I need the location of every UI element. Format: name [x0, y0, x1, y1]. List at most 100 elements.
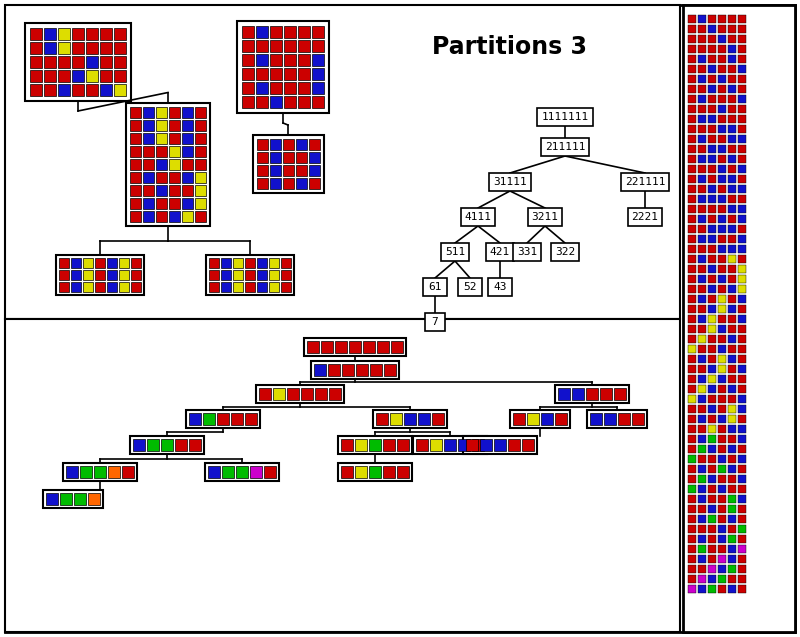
Bar: [728, 335, 736, 343]
Bar: [708, 165, 716, 173]
Text: 43: 43: [494, 282, 506, 292]
Bar: [256, 96, 268, 108]
Bar: [528, 208, 562, 226]
Bar: [698, 215, 706, 223]
Bar: [728, 325, 736, 333]
Bar: [156, 171, 167, 182]
Bar: [71, 270, 81, 280]
Bar: [698, 515, 706, 523]
Bar: [100, 42, 112, 54]
Bar: [425, 313, 445, 331]
Bar: [114, 28, 126, 40]
Bar: [688, 145, 696, 153]
Bar: [130, 197, 141, 208]
Bar: [718, 375, 726, 383]
Bar: [257, 152, 267, 163]
Text: 511: 511: [445, 247, 465, 257]
Bar: [586, 388, 598, 400]
Bar: [270, 165, 281, 176]
Bar: [698, 435, 706, 443]
Bar: [738, 365, 746, 373]
Bar: [698, 15, 706, 23]
Bar: [282, 165, 294, 176]
Bar: [281, 282, 291, 292]
Bar: [257, 165, 267, 176]
Bar: [698, 95, 706, 103]
Bar: [698, 555, 706, 563]
Bar: [169, 197, 180, 208]
Bar: [130, 210, 141, 222]
Bar: [718, 115, 726, 123]
Bar: [738, 85, 746, 93]
Bar: [298, 96, 310, 108]
Bar: [738, 585, 746, 593]
Bar: [312, 54, 324, 66]
Bar: [377, 341, 389, 353]
Bar: [195, 171, 206, 182]
Bar: [195, 210, 206, 222]
Text: 211111: 211111: [545, 142, 586, 152]
Bar: [338, 463, 412, 481]
Bar: [688, 385, 696, 393]
Bar: [718, 455, 726, 463]
Bar: [281, 258, 291, 268]
Bar: [718, 15, 726, 23]
Bar: [156, 210, 167, 222]
Bar: [107, 282, 117, 292]
Bar: [143, 145, 154, 157]
Bar: [708, 45, 716, 53]
Bar: [281, 270, 291, 280]
Bar: [295, 152, 306, 163]
Bar: [195, 145, 206, 157]
Bar: [44, 42, 56, 54]
Bar: [728, 185, 736, 193]
Bar: [728, 295, 736, 303]
Bar: [708, 115, 716, 123]
Bar: [728, 205, 736, 213]
Bar: [245, 270, 255, 280]
Bar: [718, 295, 726, 303]
Bar: [329, 388, 341, 400]
Bar: [58, 84, 70, 96]
Bar: [59, 282, 69, 292]
Bar: [245, 258, 255, 268]
Bar: [508, 439, 520, 451]
Bar: [708, 435, 716, 443]
Bar: [738, 75, 746, 83]
Bar: [688, 435, 696, 443]
Bar: [349, 341, 361, 353]
Bar: [71, 282, 81, 292]
Bar: [237, 21, 329, 113]
Bar: [203, 413, 215, 425]
Bar: [30, 56, 42, 68]
Bar: [143, 132, 154, 143]
Bar: [182, 210, 193, 222]
Bar: [718, 465, 726, 473]
Bar: [708, 485, 716, 493]
Bar: [312, 26, 324, 38]
Bar: [156, 120, 167, 131]
Bar: [551, 243, 579, 261]
Bar: [370, 364, 382, 376]
Bar: [698, 85, 706, 93]
Bar: [156, 185, 167, 196]
Bar: [728, 555, 736, 563]
Bar: [718, 475, 726, 483]
Bar: [698, 325, 706, 333]
Bar: [83, 270, 93, 280]
Bar: [309, 139, 319, 150]
Bar: [156, 159, 167, 169]
Bar: [250, 466, 262, 478]
Bar: [72, 56, 84, 68]
Bar: [688, 425, 696, 433]
Bar: [458, 278, 482, 296]
Bar: [342, 364, 354, 376]
Bar: [688, 85, 696, 93]
Bar: [590, 413, 602, 425]
Bar: [698, 455, 706, 463]
Bar: [728, 215, 736, 223]
Bar: [466, 439, 478, 451]
Bar: [718, 205, 726, 213]
Bar: [708, 465, 716, 473]
Bar: [189, 439, 201, 451]
